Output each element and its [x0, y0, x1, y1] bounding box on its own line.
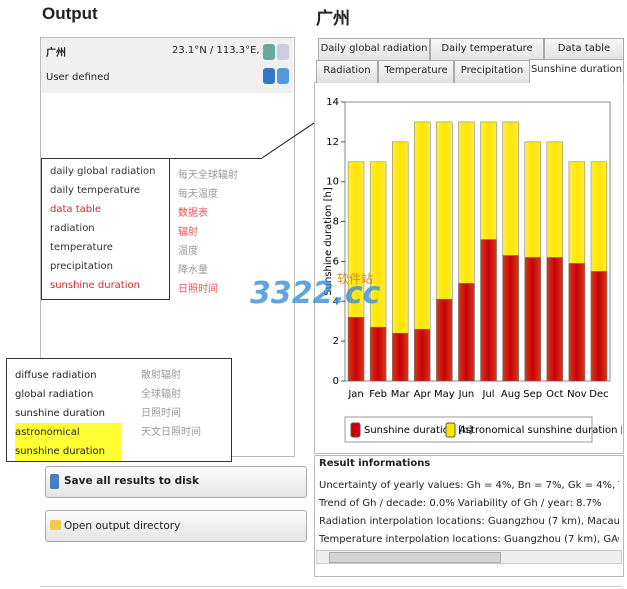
- popup-item: radiation: [50, 223, 95, 234]
- y-tick-label: 8: [333, 217, 339, 228]
- bar: [502, 255, 519, 382]
- results-title: Result informations: [319, 458, 431, 469]
- popup-item: astronomical sunshine duration: [15, 423, 121, 461]
- icon[interactable]: [277, 68, 289, 84]
- popup-item-zh: 全球辐射: [141, 389, 181, 400]
- tab[interactable]: Daily global radiation: [318, 38, 430, 60]
- popup-item-zh: 日照时间: [178, 284, 218, 295]
- icon[interactable]: [263, 44, 275, 60]
- bar: [369, 326, 387, 382]
- x-tick-label: Sep: [523, 389, 542, 400]
- result-line: Radiation interpolation locations: Guang…: [319, 516, 619, 527]
- result-line: Uncertainty of yearly values: Gh = 4%, B…: [319, 480, 619, 491]
- popup-item: diffuse radiation: [15, 370, 97, 381]
- tab[interactable]: Precipitation: [454, 60, 530, 83]
- chart: 0 2 4 6 8 10 12 14 Sunshine duration [h] Jan Feb Ma…: [323, 97, 622, 443]
- output-title: Output: [42, 4, 98, 23]
- popup-item: sunshine duration: [15, 408, 105, 419]
- x-tick-label: Apr: [414, 389, 432, 400]
- location-name: 广州: [46, 48, 66, 59]
- x-tick-label: Jun: [458, 389, 475, 400]
- x-tick-label: Jul: [482, 389, 495, 400]
- tab[interactable]: Data table: [544, 38, 624, 60]
- bar: [568, 263, 586, 382]
- popup-item: precipitation: [50, 261, 113, 272]
- result-line: Temperature interpolation locations: Gua…: [319, 534, 619, 545]
- x-tick-label: Nov: [567, 389, 587, 400]
- y-tick-label: 12: [326, 137, 339, 148]
- icon[interactable]: [277, 44, 289, 60]
- x-tick-label: Aug: [501, 389, 521, 400]
- bar: [546, 257, 563, 382]
- legend: [344, 416, 593, 443]
- tab[interactable]: Sunshine duration: [529, 59, 624, 83]
- x-tick-label: Oct: [546, 389, 563, 400]
- popup-item: sunshine duration: [50, 280, 140, 291]
- save-button[interactable]: Save all results to disk: [45, 466, 307, 498]
- y-tick-label: 14: [326, 97, 339, 108]
- tab[interactable]: Daily temperature: [430, 38, 544, 60]
- location-header: [41, 38, 293, 93]
- popup-en: [41, 158, 170, 300]
- watermark-side: 软件站: [337, 272, 374, 286]
- bar: [590, 271, 608, 382]
- x-tick-label: Jan: [347, 389, 363, 400]
- popup-item-zh: 每天全球辐射: [178, 170, 238, 181]
- popup-item-zh: 每天温度: [178, 189, 218, 200]
- coords: 23.1°N / 113.3°E, 13 m: [172, 45, 289, 56]
- y-axis-label: Sunshine duration [h]: [323, 187, 334, 296]
- source: User defined: [46, 72, 110, 83]
- popup-item-zh: 数据表: [178, 208, 208, 219]
- bar: [480, 239, 497, 382]
- popup-item: daily temperature: [50, 185, 140, 196]
- y-tick-label: 4: [333, 296, 339, 307]
- right-title: 广州: [316, 9, 350, 28]
- y-tick-label: 0: [333, 376, 339, 387]
- popup-item: global radiation: [15, 389, 94, 400]
- x-tick-label: Feb: [369, 389, 387, 400]
- popup-item: data table: [50, 204, 102, 215]
- bar: [414, 328, 431, 382]
- y-tick-label: 10: [326, 177, 339, 188]
- result-line: Trend of Gh / decade: 0.0% Variability o…: [319, 498, 602, 509]
- popup-item: temperature: [50, 242, 113, 253]
- y-tick-label: 6: [333, 256, 339, 267]
- popup-edge: [168, 158, 262, 159]
- watermark: 3322.cc: [250, 276, 381, 311]
- bar: [436, 299, 453, 382]
- bar: [524, 257, 541, 382]
- popup-item: daily global radiation: [50, 166, 156, 177]
- separator: [40, 586, 622, 587]
- popup-item-zh: 天文日照时间: [141, 427, 201, 438]
- x-tick-label: Mar: [391, 389, 411, 400]
- open-button[interactable]: Open output directory: [45, 510, 307, 542]
- plot-area: [344, 101, 611, 382]
- x-tick-label: May: [434, 389, 455, 400]
- popup-item-zh: 降水量: [178, 265, 208, 276]
- tab[interactable]: Temperature: [378, 60, 454, 83]
- popup-item-zh: 温度: [178, 246, 198, 257]
- tab[interactable]: Radiation: [316, 60, 378, 83]
- bar: [392, 332, 409, 382]
- scrollbar[interactable]: [316, 550, 622, 564]
- y-tick-label: 2: [333, 336, 339, 347]
- popup-item-zh: 散射辐射: [141, 370, 181, 381]
- button-label: Save all results to disk: [64, 475, 199, 487]
- legend-swatch: [445, 422, 456, 438]
- bar: [458, 283, 475, 382]
- legend-swatch: [350, 422, 361, 438]
- icon[interactable]: [263, 68, 275, 84]
- button-label: Open output directory: [64, 520, 181, 532]
- bar: [347, 316, 365, 382]
- x-tick-label: Dec: [589, 389, 608, 400]
- legend-label: Astronomical sunshine duration [h]: [459, 425, 622, 436]
- legend-label: Sunshine duration [h]: [364, 425, 473, 436]
- popup-item-zh: 日照时间: [141, 408, 181, 419]
- popup-item-zh: 辐射: [178, 227, 198, 238]
- results-lines: Uncertainty of yearly values: Gh = 4%, B…: [319, 480, 619, 550]
